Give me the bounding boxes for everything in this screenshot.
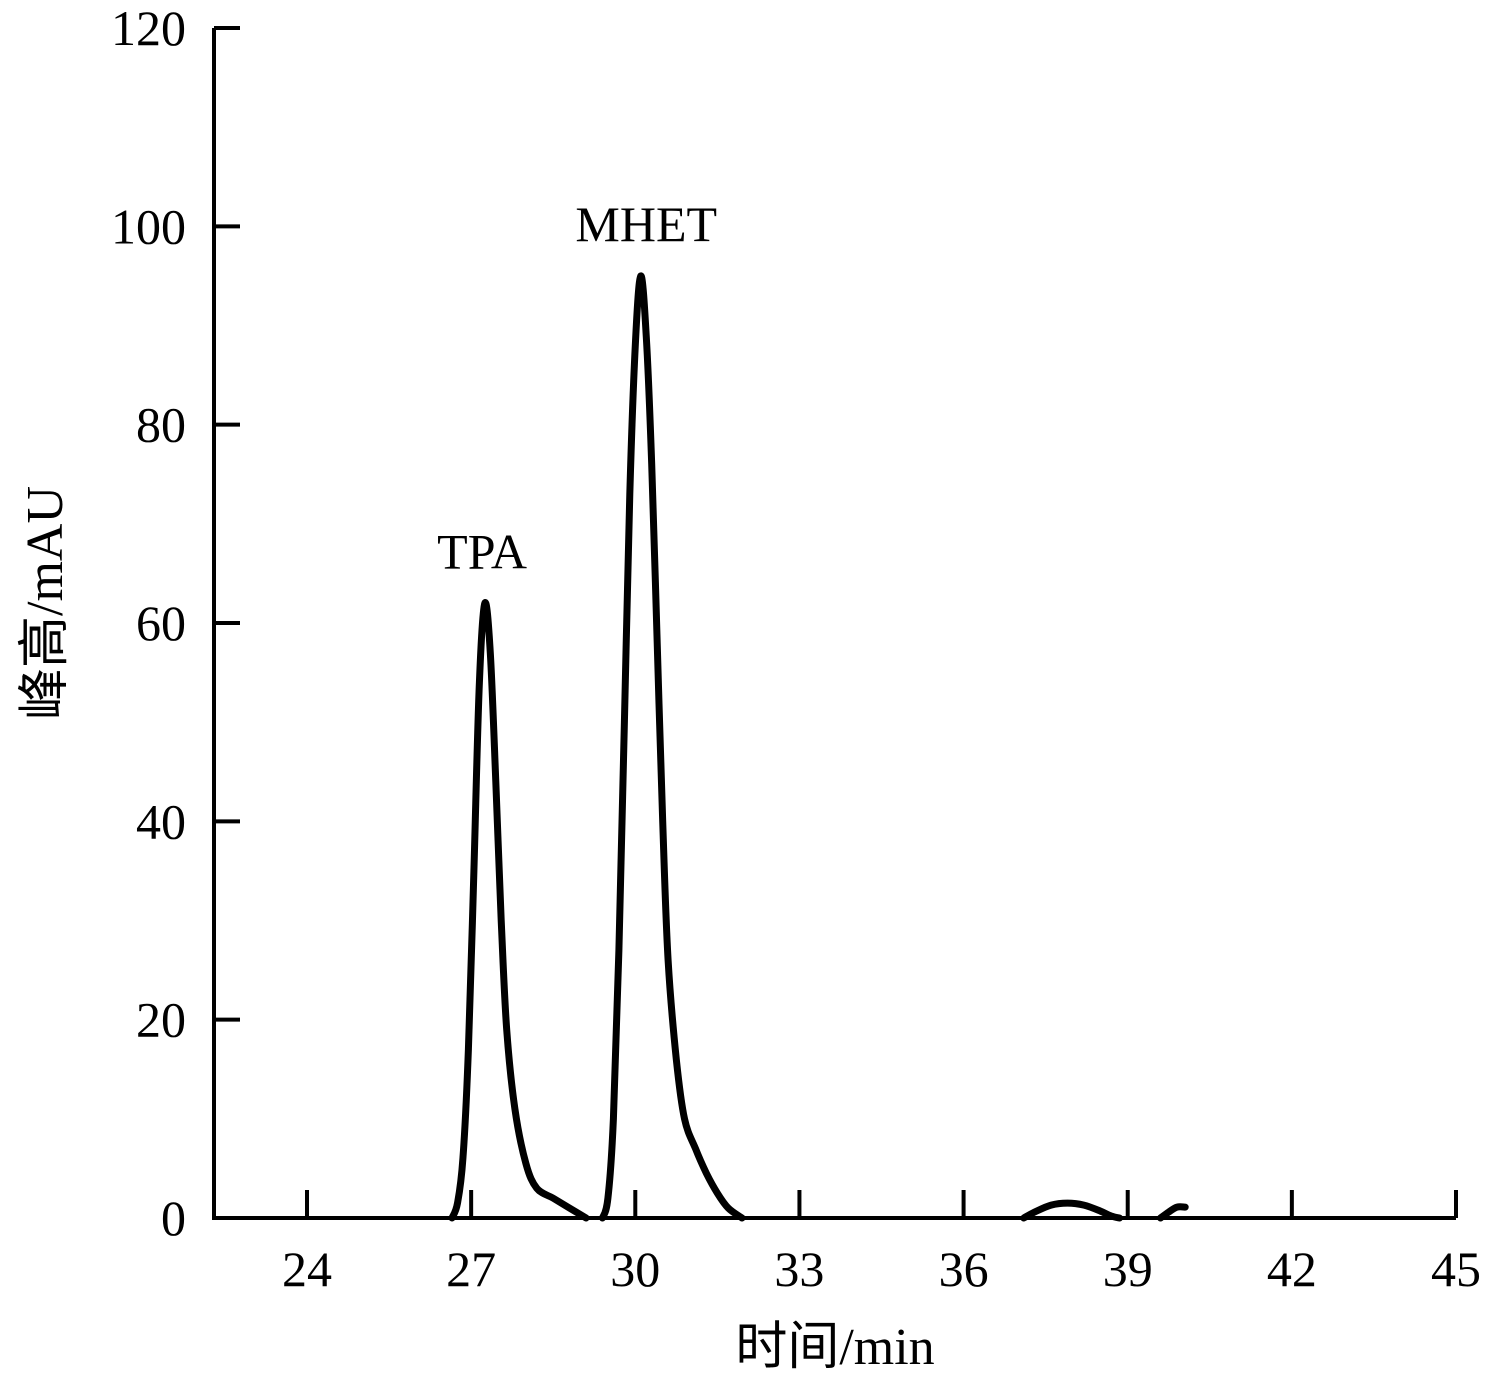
axes <box>212 28 1456 1220</box>
peak-label: TPA <box>437 523 527 579</box>
x-tick-label: 27 <box>446 1241 496 1297</box>
y-tick-label: 80 <box>136 397 186 453</box>
x-tick-label: 39 <box>1103 1241 1153 1297</box>
labels: TPA MHET 时间/min 峰高/mAU <box>17 196 935 1376</box>
x-tick-label: 45 <box>1431 1241 1481 1297</box>
y-axis-title: 峰高/mAU <box>17 486 74 720</box>
y-tick-label: 60 <box>136 595 186 651</box>
y-tick-label: 120 <box>111 0 186 56</box>
x-tick-label: 36 <box>939 1241 989 1297</box>
x-tick-label: 42 <box>1267 1241 1317 1297</box>
x-axis-title: 时间/min <box>735 1319 934 1376</box>
chromatogram-trace <box>448 599 590 1222</box>
series <box>448 272 1189 1222</box>
y-tick-label: 40 <box>136 793 186 849</box>
peak-label: MHET <box>575 196 717 252</box>
chromatogram-trace <box>599 272 746 1222</box>
x-tick-label: 30 <box>610 1241 660 1297</box>
y-tick-label: 20 <box>136 992 186 1048</box>
ticks: 0 20 40 60 80 100 120 24 27 30 33 36 39 42 45 <box>111 0 1481 1297</box>
chromatogram-trace <box>1157 1203 1189 1222</box>
chromatogram-trace <box>1020 1199 1123 1222</box>
x-tick-label: 24 <box>282 1241 332 1297</box>
x-tick-label: 33 <box>774 1241 824 1297</box>
y-tick-label: 100 <box>111 198 186 254</box>
y-tick-label: 0 <box>161 1190 186 1246</box>
